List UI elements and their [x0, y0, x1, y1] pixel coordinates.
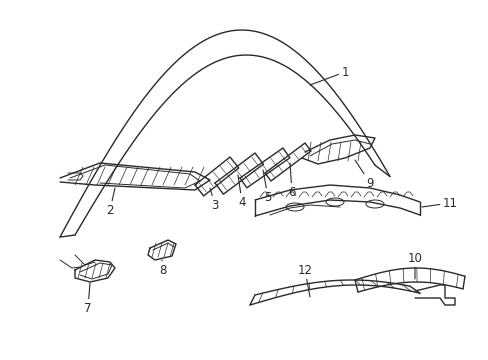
Text: 11: 11: [421, 197, 457, 210]
Text: 3: 3: [209, 188, 218, 212]
Text: 8: 8: [159, 260, 166, 276]
Text: 12: 12: [297, 264, 312, 297]
Text: 2: 2: [106, 188, 115, 216]
Text: 10: 10: [407, 252, 422, 279]
Text: 7: 7: [84, 283, 92, 315]
Text: 4: 4: [238, 175, 245, 208]
Text: 9: 9: [354, 160, 373, 189]
Text: 1: 1: [309, 66, 348, 85]
Text: 6: 6: [287, 163, 295, 198]
Text: 5: 5: [263, 170, 271, 203]
